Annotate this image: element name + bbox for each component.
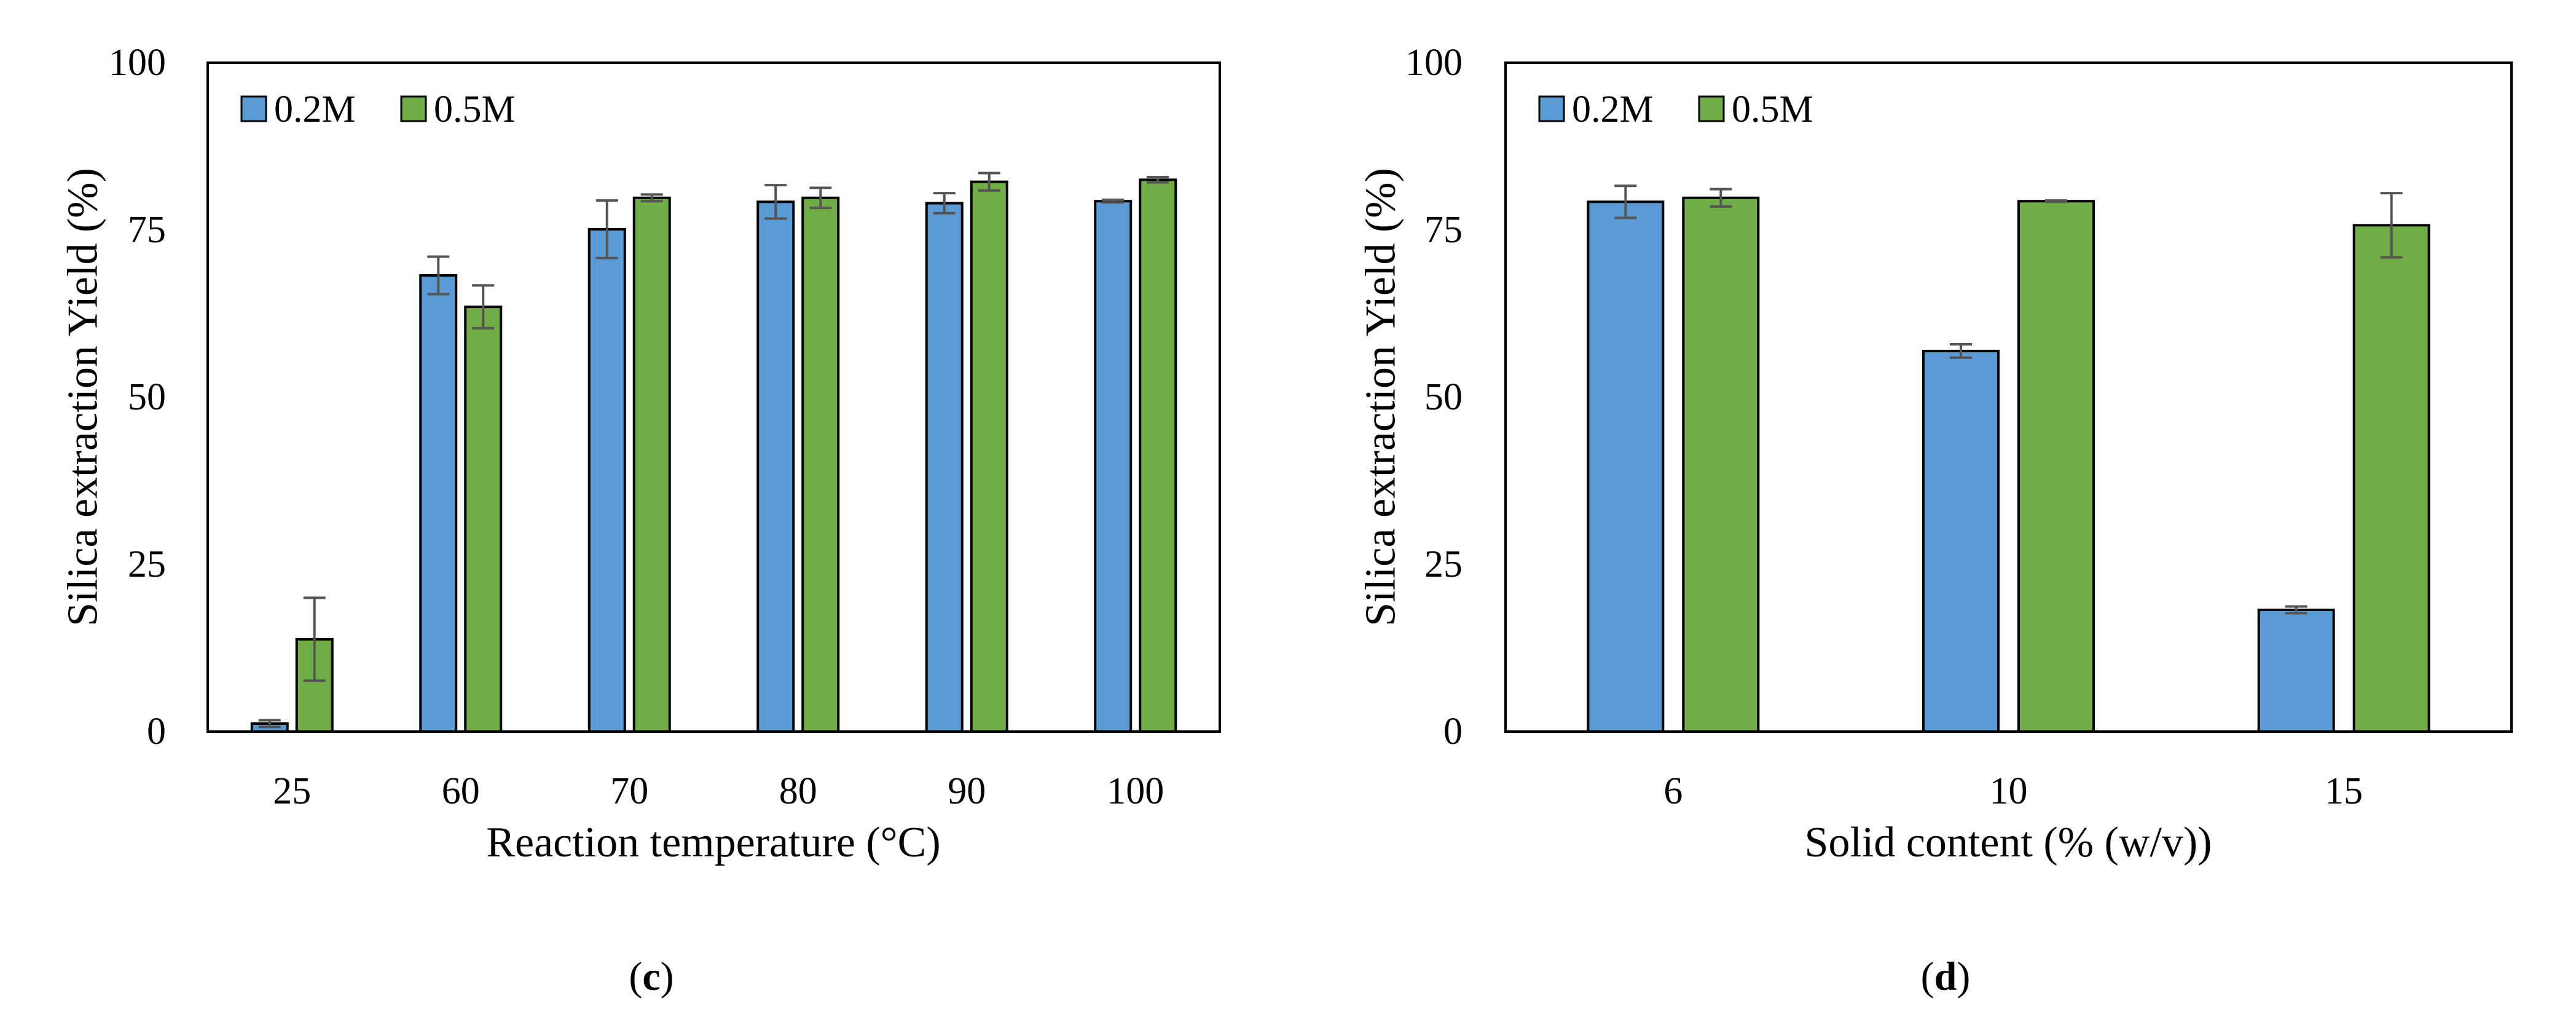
error-bar-0.5M-25 <box>303 596 326 682</box>
error-bar-0.5M-60 <box>472 284 495 330</box>
legend-label-0.5M: 0.5M <box>1732 89 1813 130</box>
bar-0.5M-70 <box>632 196 671 733</box>
panel-letter-d: d <box>1934 954 1957 999</box>
x-axis-title-d: Solid content (% (w/v)) <box>1805 819 2212 866</box>
bar-0.2M-10 <box>1922 349 2000 733</box>
panel-caption-d: (d) <box>1921 954 1971 999</box>
x-axis-title-c: Reaction temperature (°C) <box>486 819 940 866</box>
bar-0.2M-80 <box>756 200 795 733</box>
plot-frame-c <box>206 61 1221 733</box>
bar-0.5M-15 <box>2352 224 2430 733</box>
y-tick-label: 100 <box>109 42 166 84</box>
error-bar-0.5M-10 <box>2045 199 2067 203</box>
bar-0.5M-6 <box>1682 196 1760 733</box>
y-tick-label: 25 <box>128 543 166 585</box>
error-bar-0.2M-6 <box>1614 184 1637 219</box>
panel-letter-c: c <box>642 954 660 999</box>
bar-0.5M-100 <box>1139 178 1177 733</box>
error-bar-0.5M-100 <box>1147 176 1169 184</box>
bar-0.5M-80 <box>801 196 840 733</box>
bar-0.2M-15 <box>2257 608 2335 733</box>
bar-0.2M-60 <box>419 274 458 733</box>
legend-label-0.2M: 0.2M <box>1572 89 1654 130</box>
x-ticks-d: 6 10 15 <box>1663 770 2363 812</box>
bar-0.2M-70 <box>587 227 626 733</box>
legend-swatch-0.2M <box>1538 95 1565 122</box>
x-tick-label: 6 <box>1663 770 1683 812</box>
legend-label-0.5M: 0.5M <box>434 89 516 130</box>
x-tick-label: 25 <box>273 770 311 812</box>
bar-0.2M-90 <box>925 202 964 733</box>
error-bar-0.2M-90 <box>933 192 956 215</box>
y-tick-label: 50 <box>128 376 166 418</box>
bar-0.2M-100 <box>1094 200 1133 733</box>
x-tick-label: 80 <box>779 770 817 812</box>
error-bar-0.5M-90 <box>978 172 1000 192</box>
y-ticks-d: 0 25 50 75 100 <box>1405 42 1463 752</box>
legend-swatch-0.5M <box>400 95 427 122</box>
legend-swatch-0.5M <box>1698 95 1725 122</box>
legend-swatch-0.2M <box>240 95 267 122</box>
y-tick-label: 0 <box>1443 711 1463 752</box>
error-bar-0.5M-6 <box>1710 188 1732 208</box>
x-tick-label: 90 <box>948 770 986 812</box>
y-tick-label: 25 <box>1424 543 1463 585</box>
error-bar-0.2M-70 <box>595 199 618 259</box>
panel-c: 0 25 50 75 100 25 60 70 80 90 100 Reaction te… <box>60 42 1221 999</box>
bars-c <box>250 172 1177 733</box>
error-bar-0.2M-60 <box>427 255 450 296</box>
panel-d: 0 25 50 75 100 6 10 15 Solid content (% (w… <box>1357 42 2513 999</box>
bar-0.5M-90 <box>970 180 1008 733</box>
y-tick-label: 100 <box>1405 42 1463 84</box>
y-tick-label: 75 <box>1424 209 1463 251</box>
legend-label-0.2M: 0.2M <box>274 89 356 130</box>
x-tick-label: 70 <box>610 770 648 812</box>
x-tick-label: 15 <box>2325 770 2363 812</box>
x-tick-label: 60 <box>442 770 480 812</box>
plot-frame-d <box>1504 61 2513 733</box>
error-bar-0.5M-80 <box>809 186 832 210</box>
x-ticks-c: 25 60 70 80 90 100 <box>273 770 1164 812</box>
error-bar-0.2M-10 <box>1950 343 1972 359</box>
error-bar-0.2M-80 <box>764 184 787 220</box>
error-bar-0.2M-25 <box>258 719 281 729</box>
bar-0.2M-6 <box>1587 200 1665 733</box>
y-tick-label: 50 <box>1424 376 1463 418</box>
y-axis-title-c: Silica extraction Yield (%) <box>60 168 107 626</box>
bars-d <box>1587 184 2430 733</box>
bar-0.5M-10 <box>2017 200 2095 733</box>
legend-c: 0.2M 0.5M <box>240 89 516 130</box>
error-bar-0.2M-15 <box>2285 605 2307 615</box>
error-bar-0.5M-70 <box>640 193 663 203</box>
panel-caption-c: (c) <box>629 954 673 999</box>
legend-d: 0.2M 0.5M <box>1538 89 1813 130</box>
x-tick-label: 100 <box>1107 770 1164 812</box>
y-axis-title-d: Silica extraction Yield (%) <box>1357 168 1405 626</box>
error-bar-0.2M-100 <box>1102 199 1125 204</box>
y-tick-label: 0 <box>147 711 166 752</box>
x-tick-label: 10 <box>1990 770 2028 812</box>
y-tick-label: 75 <box>128 209 166 251</box>
y-ticks-c: 0 25 50 75 100 <box>109 42 166 752</box>
bar-0.5M-60 <box>464 306 503 733</box>
error-bar-0.5M-15 <box>2380 192 2403 259</box>
